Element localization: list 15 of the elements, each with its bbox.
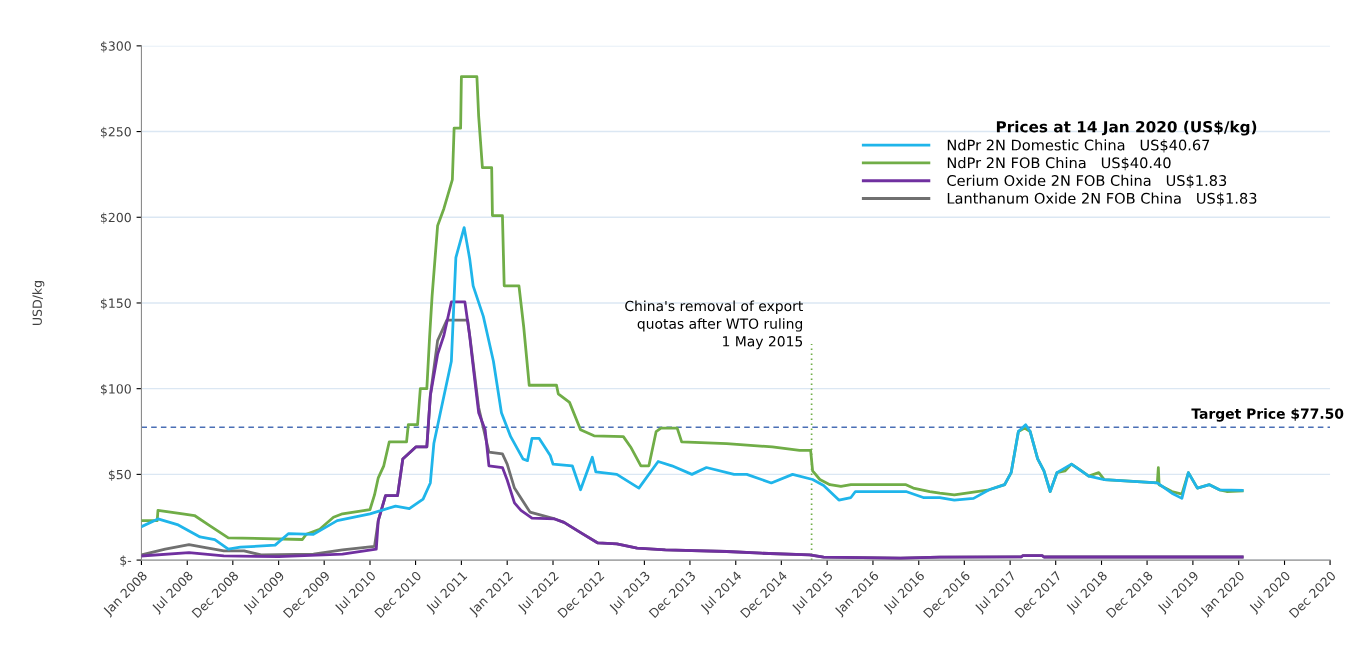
y-tick-label: $50 xyxy=(108,469,131,481)
legend-label: NdPr 2N FOB China US$40.40 xyxy=(947,157,1171,171)
y-tick-label: $100 xyxy=(100,383,131,396)
legend-label: NdPr 2N Domestic China US$40.67 xyxy=(947,139,1210,153)
legend-label: Lanthanum Oxide 2N FOB China US$1.83 xyxy=(947,192,1257,206)
y-tick-label: $300 xyxy=(100,41,131,53)
legend-title: Prices at 14 Jan 2020 (US$/kg) xyxy=(996,120,1257,136)
legend-label: Cerium Oxide 2N FOB China US$1.83 xyxy=(947,174,1227,188)
ref-line-label: Target Price $77.50 xyxy=(1191,408,1344,422)
y-tick-label: $200 xyxy=(100,212,131,224)
y-tick-label: $150 xyxy=(100,298,131,310)
y-tick-label: $- xyxy=(120,555,132,567)
y-tick-label: $250 xyxy=(100,126,131,139)
ref-line-label: China's removal of export quotas after WTO ruling 1 May 2015 xyxy=(625,300,803,350)
y-axis-title: USD/kg xyxy=(32,281,45,325)
